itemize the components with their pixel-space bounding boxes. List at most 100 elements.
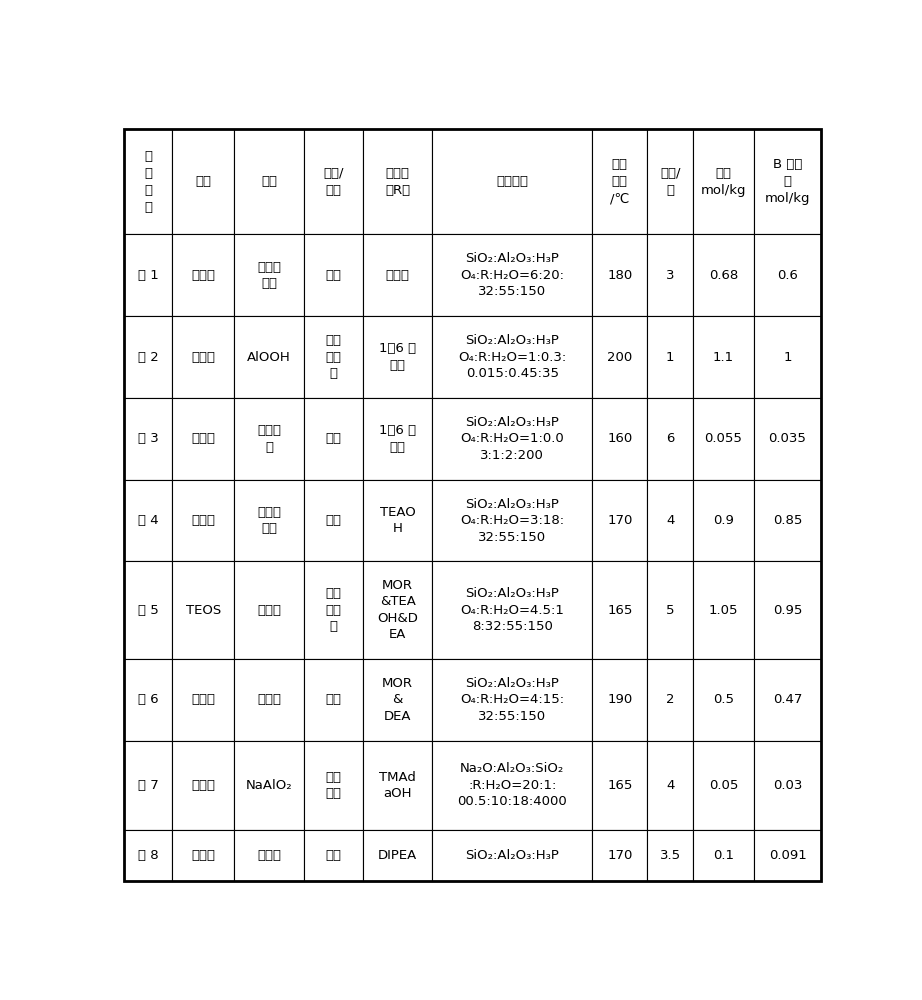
Text: 拟薄水
铝石: 拟薄水 铝石 <box>257 506 281 535</box>
Text: TEAO
H: TEAO H <box>380 506 416 535</box>
Text: MOR
&TEA
OH&D
EA: MOR &TEA OH&D EA <box>377 579 419 641</box>
Text: 1，6 己
二胺: 1，6 己 二胺 <box>379 424 417 454</box>
Text: 0.05: 0.05 <box>709 779 739 792</box>
Bar <box>592 480 647 561</box>
Text: 磷源/
碱源: 磷源/ 碱源 <box>323 167 344 197</box>
Text: 165: 165 <box>607 779 632 792</box>
Bar <box>234 129 303 234</box>
Text: 3: 3 <box>666 269 675 282</box>
Bar <box>363 480 432 561</box>
Text: 0.1: 0.1 <box>713 849 734 862</box>
Text: 4: 4 <box>666 779 675 792</box>
Text: 6: 6 <box>666 432 675 445</box>
Bar <box>124 316 172 398</box>
Text: 样
品
编
号: 样 品 编 号 <box>144 150 152 214</box>
Bar <box>592 129 647 234</box>
Text: 硅溶胶: 硅溶胶 <box>192 849 216 862</box>
Bar <box>303 398 363 480</box>
Text: 170: 170 <box>607 514 632 527</box>
Text: SiO₂:Al₂O₃:H₃P
O₄:R:H₂O=3:18:
32:55:150: SiO₂:Al₂O₃:H₃P O₄:R:H₂O=3:18: 32:55:150 <box>460 498 564 544</box>
Text: 0.95: 0.95 <box>773 604 802 617</box>
Text: 水玻璃: 水玻璃 <box>192 269 216 282</box>
Text: 勃姆石: 勃姆石 <box>257 604 281 617</box>
Bar <box>124 129 172 234</box>
Text: 1.05: 1.05 <box>709 604 739 617</box>
Bar <box>124 561 172 659</box>
Bar <box>693 480 754 561</box>
Bar <box>172 234 234 316</box>
Bar <box>647 741 693 830</box>
Bar <box>124 480 172 561</box>
Text: SiO₂:Al₂O₃:H₃P
O₄:R:H₂O=1:0.3:
0.015:0.45:35: SiO₂:Al₂O₃:H₃P O₄:R:H₂O=1:0.3: 0.015:0.4… <box>458 334 566 380</box>
Bar <box>693 129 754 234</box>
Text: 硅溶胶: 硅溶胶 <box>192 693 216 706</box>
Bar <box>754 398 822 480</box>
Text: 分 6: 分 6 <box>137 693 159 706</box>
Bar <box>363 129 432 234</box>
Bar <box>754 129 822 234</box>
Text: 分 4: 分 4 <box>137 514 159 527</box>
Text: 分 2: 分 2 <box>137 351 159 364</box>
Text: 分 7: 分 7 <box>137 779 159 792</box>
Bar <box>647 561 693 659</box>
Text: 165: 165 <box>607 604 632 617</box>
Bar <box>432 480 592 561</box>
Text: 3.5: 3.5 <box>660 849 680 862</box>
Text: TMAd
aOH: TMAd aOH <box>379 771 416 800</box>
Text: SiO₂:Al₂O₃:H₃P
O₄:R:H₂O=4:15:
32:55:150: SiO₂:Al₂O₃:H₃P O₄:R:H₂O=4:15: 32:55:150 <box>460 677 564 723</box>
Text: NaAlO₂: NaAlO₂ <box>246 779 292 792</box>
Text: 0.6: 0.6 <box>777 269 798 282</box>
Bar <box>592 316 647 398</box>
Bar <box>172 129 234 234</box>
Bar <box>303 830 363 881</box>
Text: 酸量
mol/kg: 酸量 mol/kg <box>701 167 746 197</box>
Text: Na₂O:Al₂O₃:SiO₂
:R:H₂O=20:1:
00.5:10:18:4000: Na₂O:Al₂O₃:SiO₂ :R:H₂O=20:1: 00.5:10:18:… <box>457 762 567 808</box>
Bar <box>754 659 822 741</box>
Text: 磷酸
氢二
铵: 磷酸 氢二 铵 <box>325 587 341 633</box>
Text: 磷酸: 磷酸 <box>325 432 341 445</box>
Text: AlOOH: AlOOH <box>247 351 291 364</box>
Text: 铝源: 铝源 <box>261 175 277 188</box>
Text: SiO₂:Al₂O₃:H₃P: SiO₂:Al₂O₃:H₃P <box>466 849 560 862</box>
Text: 磷酸: 磷酸 <box>325 849 341 862</box>
Bar <box>647 659 693 741</box>
Text: 白炭黑: 白炭黑 <box>192 514 216 527</box>
Bar <box>693 398 754 480</box>
Text: 0.9: 0.9 <box>713 514 734 527</box>
Text: 0.03: 0.03 <box>773 779 802 792</box>
Bar <box>592 741 647 830</box>
Text: 200: 200 <box>607 351 632 364</box>
Bar <box>363 316 432 398</box>
Text: 硅溶胶: 硅溶胶 <box>192 351 216 364</box>
Text: 160: 160 <box>607 432 632 445</box>
Bar <box>754 741 822 830</box>
Text: 190: 190 <box>607 693 632 706</box>
Bar <box>172 316 234 398</box>
Bar <box>432 129 592 234</box>
Text: 拟薄水
铝石: 拟薄水 铝石 <box>257 261 281 290</box>
Text: 4: 4 <box>666 514 675 527</box>
Text: 水热
温度
/℃: 水热 温度 /℃ <box>610 158 630 205</box>
Bar <box>432 561 592 659</box>
Bar <box>592 659 647 741</box>
Text: 1: 1 <box>666 351 675 364</box>
Bar <box>647 480 693 561</box>
Text: 0.035: 0.035 <box>769 432 807 445</box>
Text: 质量比例: 质量比例 <box>496 175 528 188</box>
Bar <box>693 830 754 881</box>
Bar <box>172 659 234 741</box>
Text: 5: 5 <box>666 604 675 617</box>
Text: 磷酸: 磷酸 <box>325 514 341 527</box>
Text: SiO₂:Al₂O₃:H₃P
O₄:R:H₂O=6:20:
32:55:150: SiO₂:Al₂O₃:H₃P O₄:R:H₂O=6:20: 32:55:150 <box>460 252 564 298</box>
Bar <box>693 234 754 316</box>
Bar <box>754 830 822 881</box>
Bar <box>693 741 754 830</box>
Bar <box>647 398 693 480</box>
Bar <box>363 234 432 316</box>
Text: 1: 1 <box>784 351 792 364</box>
Bar <box>303 480 363 561</box>
Bar <box>363 398 432 480</box>
Bar <box>363 659 432 741</box>
Bar <box>592 830 647 881</box>
Text: 磷酸: 磷酸 <box>325 693 341 706</box>
